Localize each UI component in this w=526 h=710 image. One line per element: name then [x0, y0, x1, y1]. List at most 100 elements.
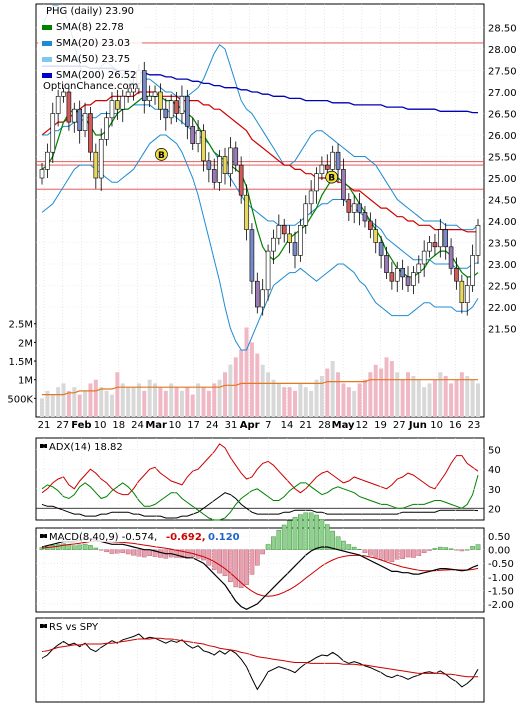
candle-body — [368, 220, 373, 230]
macd-y-tick: -2.00 — [488, 600, 514, 611]
volume-bar — [56, 387, 61, 417]
candle-body — [276, 225, 282, 239]
candle-body — [174, 100, 179, 114]
volume-bar — [470, 379, 475, 417]
candle-body — [459, 280, 465, 304]
macd-histogram-bar — [136, 549, 142, 557]
volume-bar — [169, 383, 174, 417]
macd-histogram-bar — [141, 549, 147, 558]
volume-bar — [217, 379, 222, 417]
bollinger-lower-line — [41, 134, 479, 351]
macd-panel: 0.50 0.00 -0.50 -1.00 -1.50 -2.00 MACD(8,40,9)… — [35, 512, 514, 613]
x-tick-label: 14 — [281, 420, 294, 431]
adx-y-tick: 50 — [488, 446, 501, 457]
x-tick-label: May — [332, 420, 355, 431]
volume-bar — [314, 379, 319, 417]
y-tick-label: 28.00 — [488, 45, 517, 56]
volume-bar — [109, 394, 114, 417]
legend-entry: SMA(50) 23.75 — [56, 54, 130, 65]
candle-body — [77, 108, 82, 131]
macd-histogram-bar — [265, 544, 271, 550]
volume-bar — [115, 372, 120, 417]
macd-label-bg — [38, 530, 210, 542]
y-tick-label: 27.00 — [488, 88, 517, 99]
macd-histogram-bar — [77, 544, 83, 550]
volume-bar — [422, 387, 427, 417]
candle-body — [335, 151, 341, 170]
x-tick-label: 18 — [112, 420, 125, 431]
candle-body — [351, 203, 357, 213]
macd-histogram-bar — [308, 512, 314, 550]
volume-bar — [120, 383, 125, 417]
y-tick-label: 24.00 — [488, 217, 517, 228]
volume-bar — [99, 387, 104, 417]
macd-histogram-bar — [470, 546, 475, 550]
volume-bar — [158, 387, 163, 417]
candle-body — [238, 164, 244, 196]
legend-entry: PHG (daily) 23.90 — [46, 6, 134, 17]
volume-bar — [179, 390, 184, 417]
adx-y-tick: 40 — [488, 465, 501, 476]
x-tick-label: Mar — [145, 420, 167, 431]
adx-y-tick: 20 — [488, 504, 501, 515]
macd-y-tick: 0.50 — [488, 532, 510, 543]
candle-body — [438, 229, 443, 248]
volume-bar — [104, 390, 109, 417]
x-tick-label: 28 — [318, 420, 331, 431]
volume-bar — [201, 387, 206, 417]
macd-histogram-bar — [201, 549, 206, 561]
x-tick-label: 21 — [299, 420, 312, 431]
x-tick-label: 21 — [38, 420, 51, 431]
candle-body — [346, 199, 352, 213]
x-tick-label: 7 — [265, 420, 271, 431]
rs-series-line — [41, 637, 478, 678]
volume-bar — [260, 364, 265, 417]
macd-histogram-bar — [373, 549, 379, 558]
candle-body — [271, 237, 276, 252]
candle-body — [211, 169, 217, 183]
candle-body — [115, 100, 120, 110]
x-tick-label: 24 — [131, 420, 144, 431]
volume-bar — [379, 368, 384, 417]
macd-histogram-bar — [443, 547, 449, 550]
volume-bar — [438, 372, 443, 417]
volume-bar — [282, 387, 287, 417]
x-tick-label: 10 — [169, 420, 182, 431]
candle-body — [158, 91, 163, 110]
volume-bar — [303, 387, 308, 417]
volume-bar — [325, 368, 330, 417]
volume-bar — [266, 372, 271, 417]
macd-histogram-bar — [276, 529, 282, 550]
macd-histogram-bar — [281, 524, 287, 550]
macd-signal-label: -0.692, — [166, 532, 206, 543]
macd-histogram-bar — [421, 549, 427, 553]
macd-histogram-bar — [66, 544, 72, 550]
candle-body — [98, 139, 104, 179]
macd-histogram-bar — [82, 543, 88, 550]
volume-tick-label: 1.5M — [8, 357, 33, 368]
macd-histogram-bar — [298, 514, 303, 550]
y-tick-label: 26.00 — [488, 131, 517, 142]
macd-histogram-bar — [131, 549, 136, 556]
volume-bar — [276, 383, 281, 417]
macd-label-swatch — [40, 534, 47, 538]
adx-y-tick: 30 — [488, 485, 501, 496]
macd-histogram-bar — [61, 543, 66, 550]
volume-bar — [271, 379, 276, 417]
macd-histogram-bar — [389, 549, 395, 563]
x-tick-label: Jun — [408, 420, 427, 431]
macd-y-tick: -0.50 — [488, 559, 514, 570]
volume-tick-label: 500K — [7, 394, 33, 405]
volume-bar — [432, 379, 437, 417]
candle-body — [255, 280, 260, 308]
macd-histogram-bar — [158, 549, 163, 558]
x-tick-label: 12 — [355, 420, 368, 431]
macd-histogram-bar — [179, 549, 185, 559]
macd-histogram-bar — [233, 549, 239, 588]
volume-bar — [427, 383, 432, 417]
volume-bar — [336, 372, 341, 417]
volume-bar — [88, 383, 93, 417]
candle-body — [55, 96, 61, 114]
volume-bar — [40, 398, 44, 417]
